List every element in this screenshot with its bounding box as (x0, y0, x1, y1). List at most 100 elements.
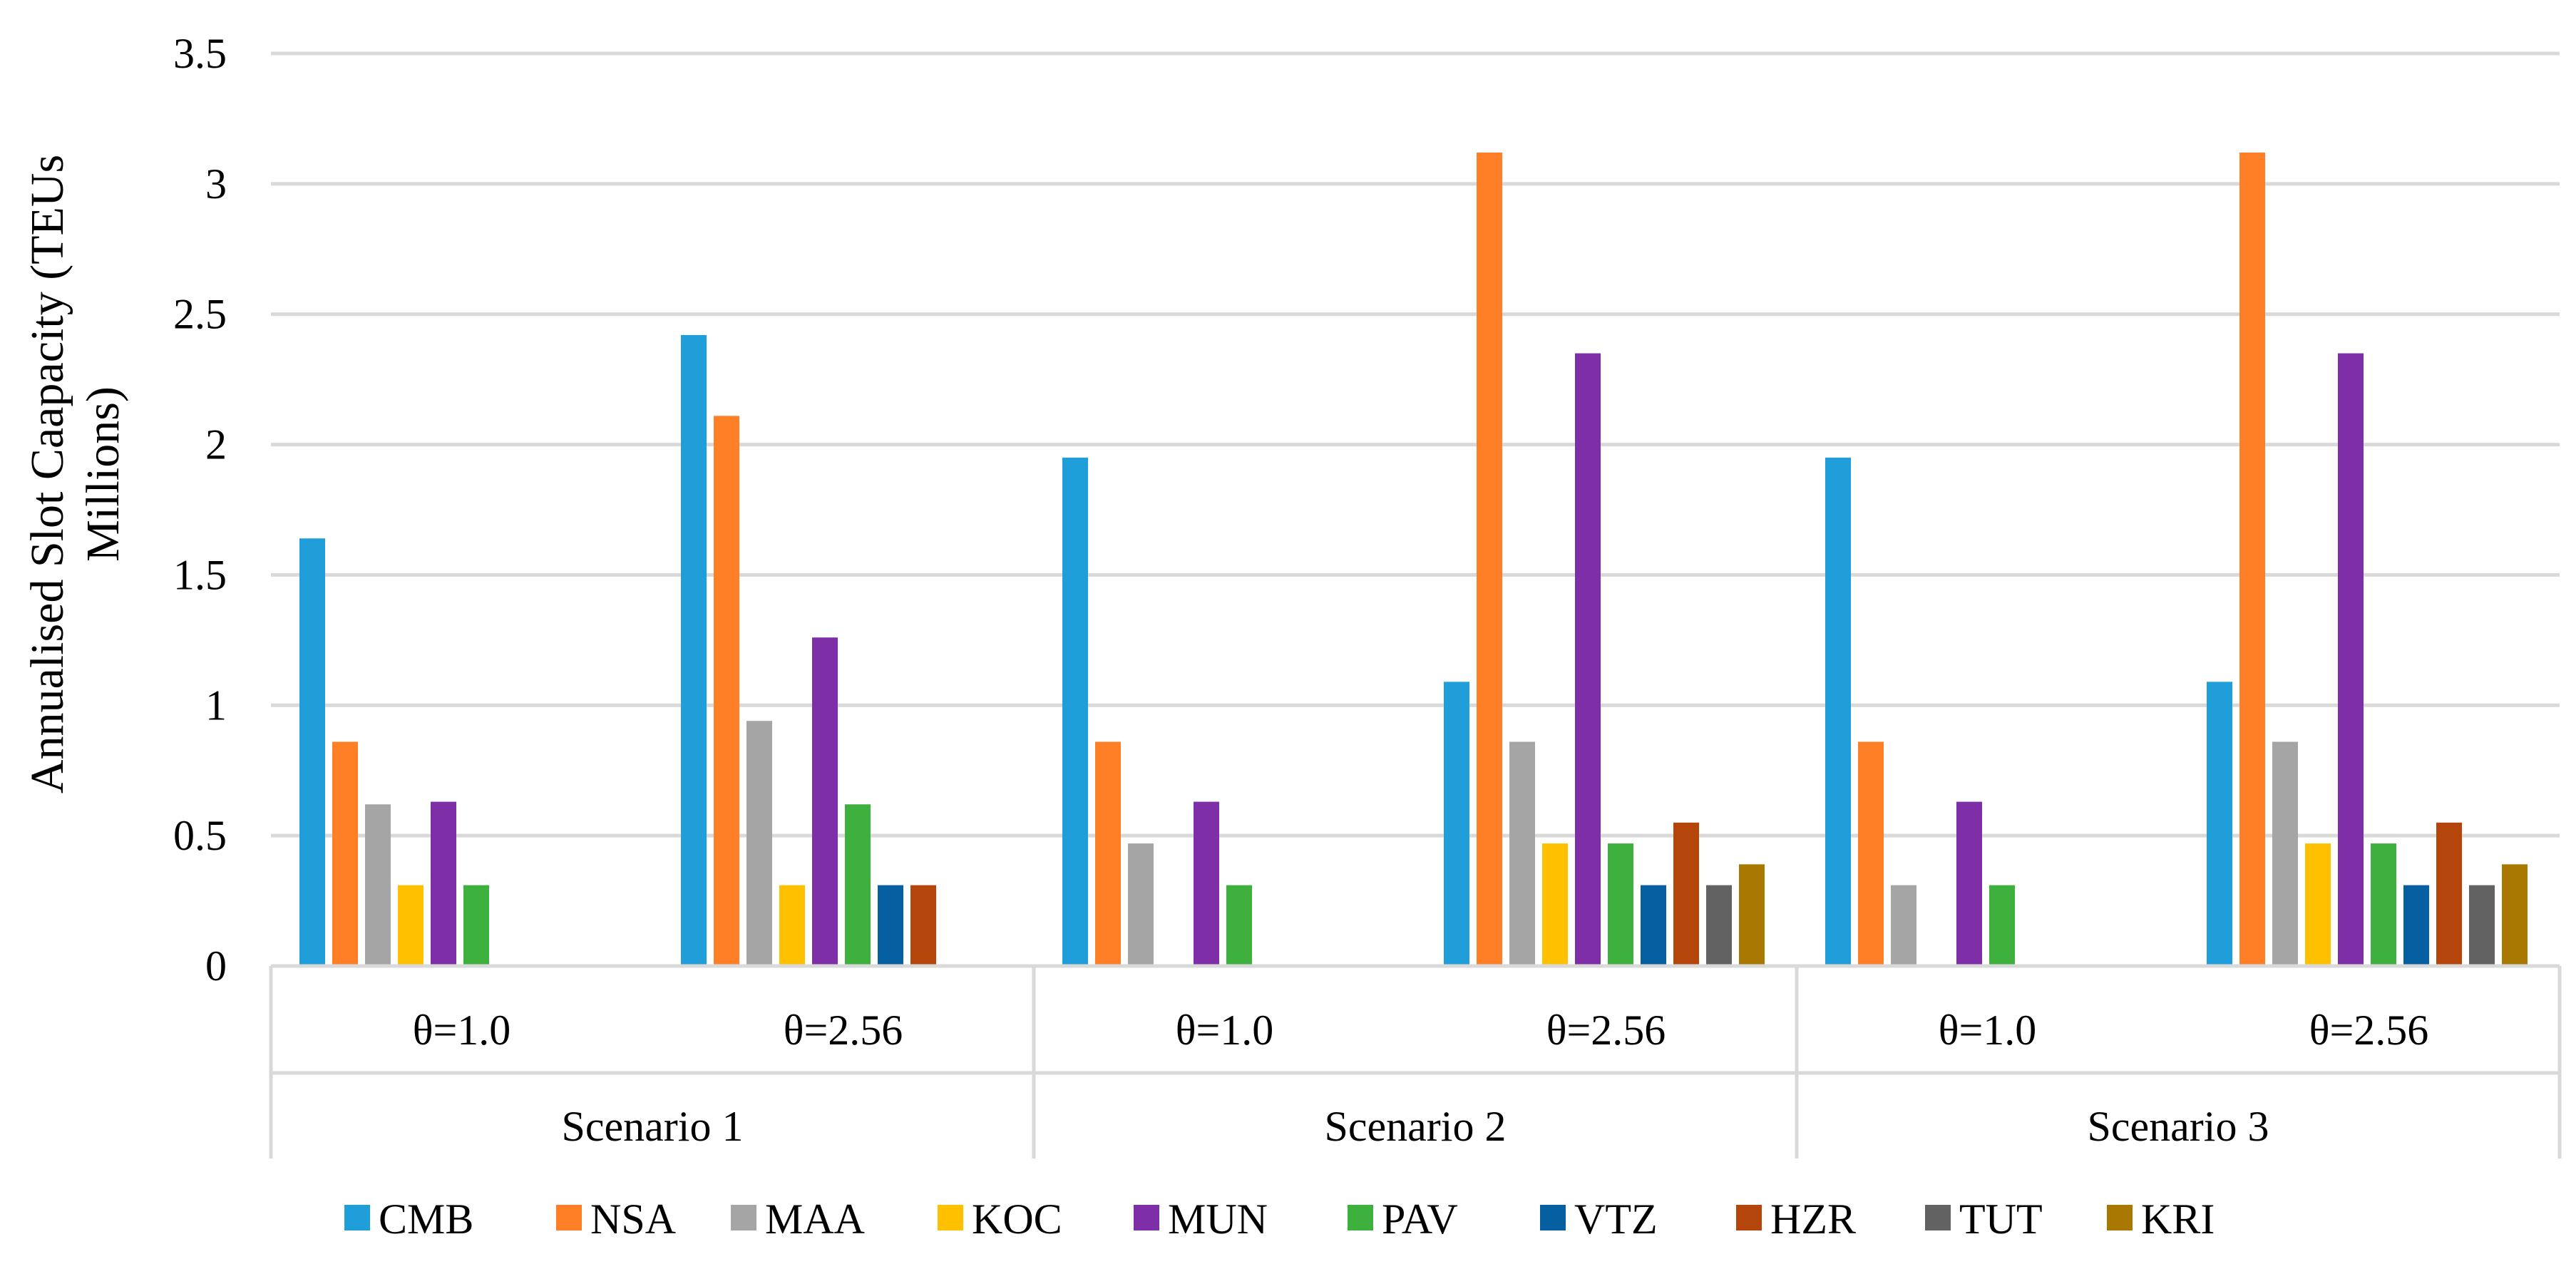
group-label: Scenario 2 (1325, 1103, 1507, 1150)
bar-maa (1128, 843, 1154, 966)
legend-item-mun: MUN (1134, 1196, 1268, 1243)
legend-label: CMB (379, 1196, 473, 1243)
category-label: θ=2.56 (2309, 1007, 2429, 1054)
y-tick-label: 3 (205, 160, 227, 207)
bar-nsa (1858, 741, 1884, 966)
bar-maa (1509, 741, 1535, 966)
legend-item-vtz: VTZ (1540, 1196, 1658, 1243)
legend-swatch (1134, 1205, 1159, 1230)
bar-cmb (1062, 457, 1088, 966)
y-axis-title-line-1: Annualised Slot Caapacity (TEUs (21, 155, 73, 793)
bar-pav (845, 804, 871, 966)
y-axis-title-line-2: Millions) (77, 386, 129, 562)
legend-swatch (2107, 1205, 2133, 1230)
legend-swatch (1348, 1205, 1373, 1230)
bar-nsa (1095, 741, 1121, 966)
bar-mun (1575, 353, 1601, 967)
category-label: θ=2.56 (784, 1007, 903, 1054)
bar-hzr (910, 885, 936, 966)
legend-label: KRI (2141, 1196, 2215, 1243)
legend-item-hzr: HZR (1736, 1196, 1856, 1243)
category-label: θ=1.0 (413, 1007, 511, 1054)
bar-cmb (681, 334, 707, 966)
bar-hzr (2436, 822, 2462, 966)
legend-swatch (556, 1205, 582, 1230)
legend-label: MAA (765, 1196, 865, 1243)
bar-mun (1956, 801, 1982, 966)
x-axis-frame (269, 964, 2562, 1158)
bar-nsa (2239, 152, 2265, 966)
legend-label: KOC (972, 1196, 1062, 1243)
legend-swatch (1736, 1205, 1762, 1230)
bar-cmb (1444, 682, 1469, 966)
bar-maa (1891, 885, 1916, 966)
category-label: θ=1.0 (1939, 1007, 2037, 1054)
group-label: Scenario 1 (562, 1103, 744, 1150)
bar-kri (2502, 864, 2528, 966)
y-tick-label: 1.5 (173, 551, 227, 598)
category-label: θ=1.0 (1176, 1007, 1274, 1054)
bar-maa (2272, 741, 2298, 966)
bar-vtz (878, 885, 903, 966)
y-tick-label: 0 (205, 942, 227, 990)
bar-nsa (1477, 152, 1502, 966)
bar-cmb (2207, 682, 2232, 966)
bar-pav (1989, 885, 2015, 966)
bar-cmb (1825, 457, 1851, 966)
legend-item-kri: KRI (2107, 1196, 2215, 1243)
bar-koc (398, 885, 424, 966)
y-tick-label: 3.5 (173, 30, 227, 77)
bar-cmb (299, 538, 325, 966)
gridlines (271, 51, 2560, 838)
bar-tut (2469, 885, 2495, 966)
y-axis-ticks: 0 0.5 1 1.5 2 2.5 3 3.5 (173, 30, 227, 990)
bar-pav (1608, 843, 1633, 966)
y-tick-label: 0.5 (173, 812, 227, 859)
bar-vtz (1641, 885, 1666, 966)
bar-mun (431, 801, 456, 966)
bars (299, 152, 2528, 967)
legend-swatch (731, 1205, 756, 1230)
y-tick-label: 1 (205, 682, 227, 729)
bar-mun (2338, 353, 2364, 967)
legend-item-nsa: NSA (556, 1196, 676, 1243)
legend-item-maa: MAA (731, 1196, 865, 1243)
legend-label: NSA (590, 1196, 676, 1243)
x-axis-labels: θ=1.0 θ=2.56 θ=1.0 θ=2.56 θ=1.0 θ=2.56 Scenari… (413, 1007, 2429, 1150)
bar-hzr (1673, 822, 1699, 966)
bar-mun (812, 637, 838, 966)
group-label: Scenario 3 (2088, 1103, 2269, 1150)
y-axis-title: Annualised Slot Caapacity (TEUs Millions… (21, 155, 129, 793)
legend-item-pav: PAV (1348, 1196, 1458, 1243)
legend-item-koc: KOC (938, 1196, 1062, 1243)
bar-nsa (714, 416, 739, 966)
bar-koc (779, 885, 805, 966)
bar-maa (365, 804, 391, 966)
bar-tut (1706, 885, 1732, 966)
legend-label: HZR (1770, 1196, 1856, 1243)
bar-kri (1739, 864, 1765, 966)
bar-vtz (2403, 885, 2429, 966)
legend-swatch (938, 1205, 963, 1230)
legend-item-cmb: CMB (344, 1196, 473, 1243)
legend-item-tut: TUT (1925, 1196, 2043, 1243)
legend-swatch (344, 1205, 370, 1230)
legend-swatch (1925, 1205, 1951, 1230)
legend-swatch (1540, 1205, 1566, 1230)
bar-pav (2371, 843, 2396, 966)
legend-label: TUT (1959, 1196, 2043, 1243)
bar-maa (746, 721, 772, 966)
bar-nsa (332, 741, 358, 966)
bar-koc (1542, 843, 1568, 966)
bar-pav (1226, 885, 1252, 966)
legend-label: VTZ (1574, 1196, 1658, 1243)
y-tick-label: 2.5 (173, 291, 227, 338)
y-tick-label: 2 (205, 421, 227, 468)
legend: CMB NSA MAA KOC MUN PAV VTZ HZR TUT KRI (344, 1196, 2215, 1243)
legend-label: MUN (1168, 1196, 1268, 1243)
bar-koc (2305, 843, 2331, 966)
category-label: θ=2.56 (1546, 1007, 1666, 1054)
bar-mun (1194, 801, 1219, 966)
bar-pav (463, 885, 489, 966)
